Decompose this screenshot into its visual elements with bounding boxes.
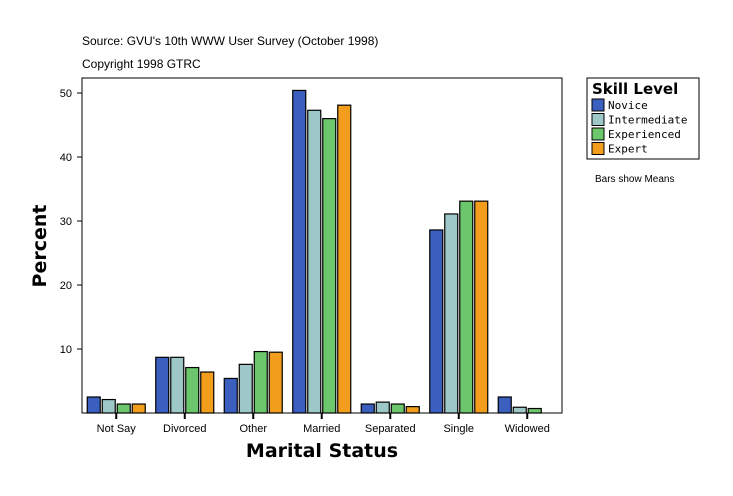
bar-not-say-expert: [131, 403, 146, 414]
legend-title: Skill Level: [592, 80, 678, 98]
bar-not-say-experienced: [116, 403, 131, 414]
legend-label-novice: Novice: [608, 99, 648, 112]
y-axis: 10 20 30 40 50: [60, 88, 82, 356]
legend-swatch-intermediate: [591, 113, 605, 126]
bar-single-intermediate: [444, 213, 459, 414]
legend-label-intermediate: Intermediate: [608, 114, 687, 127]
subtitle-source: Source: GVU's 10th WWW User Survey (Octo…: [82, 34, 378, 48]
bar-not-say-intermediate: [101, 398, 116, 414]
plot-area: [81, 77, 563, 414]
x-tick-label: Not Say: [97, 423, 137, 435]
legend-label-expert: Expert: [608, 143, 648, 156]
bar-single-experienced: [459, 200, 474, 414]
x-tick-label: Divorced: [163, 423, 206, 435]
x-axis: Not Say Divorced Other Married Separated Sing…: [97, 413, 550, 435]
bar-widowed-experienced: [527, 407, 542, 414]
x-axis-title: Marital Status: [246, 440, 398, 462]
bar-other-experienced: [253, 350, 268, 414]
x-tick-label: Other: [239, 423, 267, 435]
bar-other-expert: [268, 351, 283, 414]
y-tick-label: 20: [60, 280, 72, 292]
y-tick-label: 50: [60, 88, 72, 100]
bar-married-expert: [337, 104, 352, 414]
bar-widowed-intermediate: [512, 406, 527, 414]
bar-single-expert: [474, 200, 489, 414]
legend-box: [586, 77, 700, 160]
bars: [86, 89, 542, 414]
bar-other-intermediate: [238, 363, 253, 414]
x-tick-label: Widowed: [505, 423, 550, 435]
bar-separated-novice: [360, 403, 375, 414]
bars-note: Bars show Means: [595, 174, 674, 185]
y-tick-label: 10: [60, 344, 72, 356]
bar-divorced-expert: [200, 371, 215, 414]
legend-label-experienced: Experienced: [608, 128, 681, 141]
legend-swatch-novice: [591, 98, 605, 112]
legend-swatch-experienced: [591, 127, 605, 141]
bar-married-novice: [292, 89, 307, 414]
subtitle-copyright: Copyright 1998 GTRC: [82, 57, 201, 71]
bar-divorced-intermediate: [170, 356, 185, 414]
bar-separated-expert: [405, 406, 420, 414]
bar-separated-experienced: [390, 403, 405, 414]
bar-widowed-novice: [497, 396, 512, 414]
y-axis-title: Percent: [29, 205, 51, 288]
y-tick-label: 30: [60, 216, 72, 228]
bar-single-novice: [429, 229, 444, 414]
x-tick-label: Separated: [365, 423, 416, 435]
bar-separated-intermediate: [375, 401, 390, 414]
x-tick-label: Married: [303, 423, 340, 435]
x-tick-label: Single: [443, 423, 474, 435]
bar-not-say-novice: [86, 396, 101, 414]
bar-divorced-experienced: [185, 366, 200, 414]
bar-other-novice: [223, 377, 238, 414]
bar-divorced-novice: [155, 356, 170, 414]
bar-married-intermediate: [307, 109, 322, 414]
bar-married-experienced: [322, 117, 337, 414]
legend: Skill Level Novice IntermediateExperience…: [586, 77, 700, 160]
legend-swatch-expert: [591, 142, 605, 155]
y-tick-label: 40: [60, 152, 72, 164]
